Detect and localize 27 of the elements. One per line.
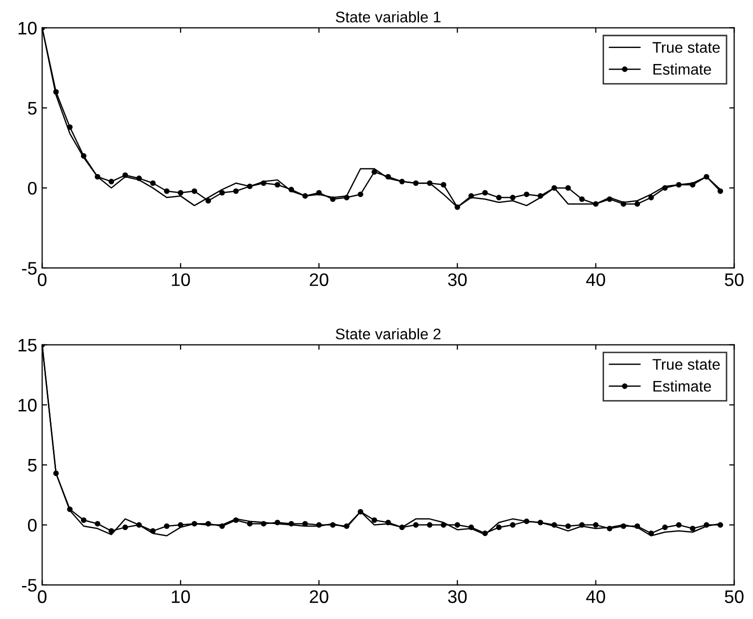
y-tick-label: 0 — [28, 182, 37, 195]
y-tick-label: 10 — [18, 398, 37, 412]
y-tick-label: -5 — [22, 579, 37, 592]
y-tick-label: 5 — [28, 102, 37, 115]
legend-label: Estimate — [653, 380, 711, 392]
x-tick-label: 30 — [448, 273, 467, 286]
x-tick-label: 0 — [38, 273, 46, 286]
legend-label: True state — [652, 359, 720, 370]
y-tick-label: 0 — [28, 518, 37, 532]
x-tick-label: 10 — [172, 273, 190, 286]
x-tick-label: 30 — [448, 590, 467, 604]
x-tick-label: 50 — [724, 590, 744, 604]
y-tick-label: 10 — [18, 22, 37, 35]
legend-label: Estimate — [653, 63, 711, 75]
chart-title: State variable 1 — [336, 11, 441, 22]
x-tick-label: 0 — [38, 590, 46, 604]
x-tick-label: 20 — [310, 590, 328, 604]
x-tick-label: 40 — [586, 590, 606, 604]
x-tick-label: 10 — [172, 590, 190, 604]
x-tick-label: 20 — [310, 273, 328, 286]
y-tick-label: 5 — [28, 459, 37, 472]
legend-label: True state — [652, 42, 720, 53]
chart-title: State variable 2 — [336, 328, 440, 340]
y-tick-label: 15 — [18, 338, 37, 352]
x-tick-label: 50 — [724, 273, 744, 286]
x-tick-label: 40 — [586, 273, 606, 286]
y-tick-label: -5 — [22, 262, 37, 275]
